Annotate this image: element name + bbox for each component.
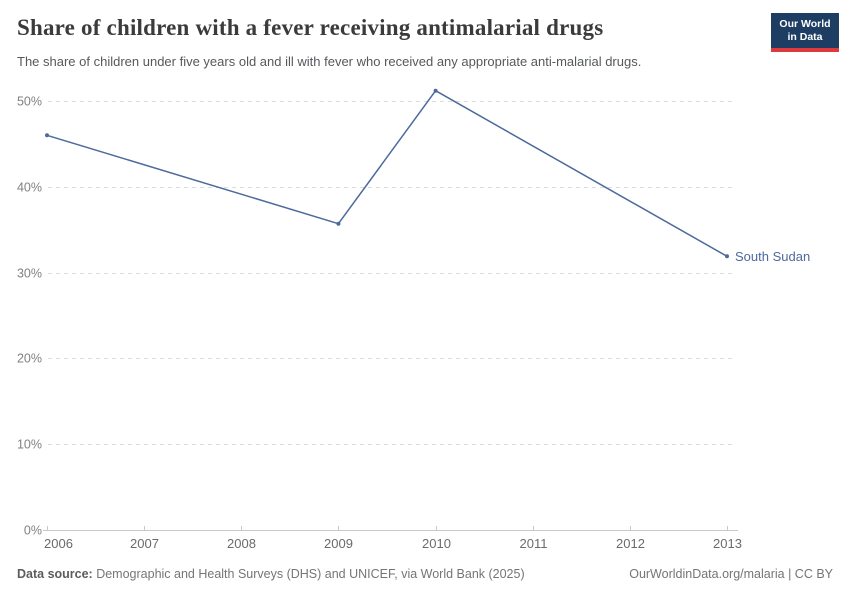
y-tick-label-20: 20% xyxy=(17,352,42,366)
owid-logo-text-line1: Our World xyxy=(779,18,831,30)
x-tick-label-2006: 2006 xyxy=(44,536,73,551)
y-tick-label-30: 30% xyxy=(17,267,42,281)
x-tick-label-2007: 2007 xyxy=(130,536,159,551)
series-line-south-sudan xyxy=(46,89,728,258)
x-tick-label-2010: 2010 xyxy=(422,536,451,551)
attribution-link[interactable]: OurWorldinData.org/malaria | CC BY xyxy=(629,567,833,581)
y-gridlines: 0% 10% 20% 30% 40% 50% xyxy=(17,95,736,538)
data-point-2013 xyxy=(725,254,729,259)
chart-subtitle: The share of children under five years o… xyxy=(17,54,642,69)
x-tick-label-2013: 2013 xyxy=(713,536,742,551)
owid-logo-text-line2: in Data xyxy=(787,30,823,43)
data-source-text: Demographic and Health Surveys (DHS) and… xyxy=(92,567,525,581)
x-tick-label-2009: 2009 xyxy=(324,536,353,551)
owid-logo: Our World in Data xyxy=(771,13,839,52)
y-tick-label-10: 10% xyxy=(17,438,42,452)
x-tick-label-2012: 2012 xyxy=(616,536,645,551)
y-tick-label-0: 0% xyxy=(24,524,42,538)
x-axis: 2006 2007 2008 2009 2010 2011 2012 2013 xyxy=(43,526,742,551)
x-tick-label-2011: 2011 xyxy=(520,536,548,551)
data-point-2009 xyxy=(336,221,341,226)
data-source-note: Data source: Demographic and Health Surv… xyxy=(17,567,525,581)
y-tick-label-40: 40% xyxy=(17,181,42,195)
entity-label: South Sudan xyxy=(735,249,810,264)
y-tick-label-50: 50% xyxy=(17,95,42,109)
page-title: Share of children with a fever receiving… xyxy=(17,15,604,40)
data-source-label: Data source: xyxy=(17,567,93,581)
data-point-2006 xyxy=(45,133,49,138)
x-tick-label-2008: 2008 xyxy=(227,536,256,551)
chart-footer: Data source: Demographic and Health Surv… xyxy=(17,567,833,581)
data-point-2010 xyxy=(433,88,438,93)
